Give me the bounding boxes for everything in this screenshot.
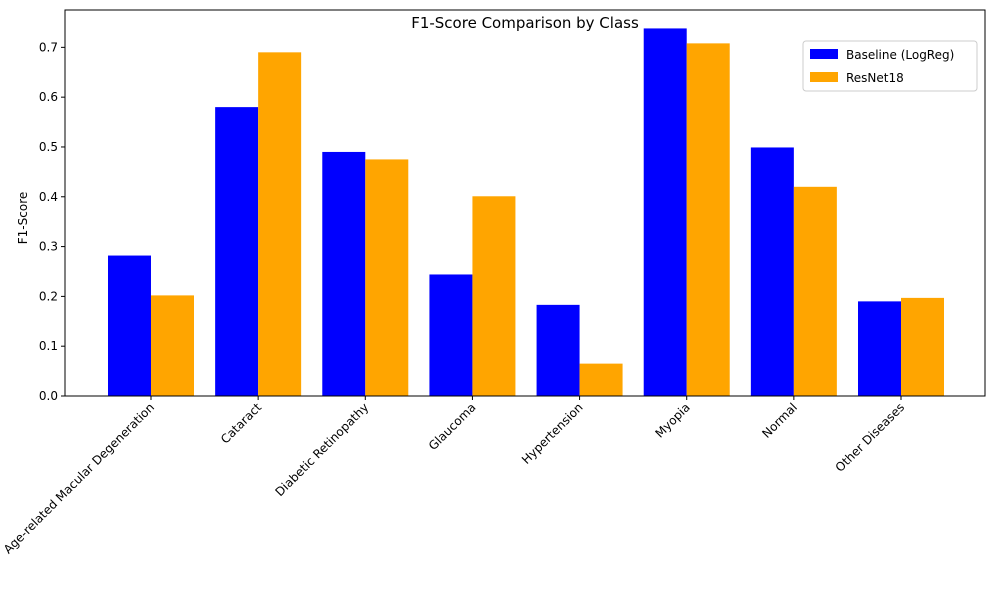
bar-resnet18 <box>579 363 623 396</box>
bar-resnet18 <box>472 196 516 396</box>
y-tick-label: 0.5 <box>39 140 58 154</box>
chart-title: F1-Score Comparison by Class <box>411 14 639 32</box>
bar-baseline <box>643 28 687 397</box>
bar-resnet18 <box>365 159 409 396</box>
plot-frame <box>64 9 986 397</box>
y-tick-label: 0.1 <box>39 339 58 353</box>
y-axis-label: F1-Score <box>16 192 30 244</box>
legend: Baseline (LogReg) ResNet18 <box>802 40 978 92</box>
bar-baseline <box>536 304 580 396</box>
bar-resnet18 <box>151 295 194 396</box>
legend-swatch-resnet18 <box>810 72 838 82</box>
y-tick-label: 0.0 <box>39 389 58 403</box>
bar-baseline <box>108 255 151 396</box>
bar-baseline <box>215 107 259 396</box>
y-tick-label: 0.7 <box>39 40 58 54</box>
legend-box <box>802 40 978 92</box>
bar-baseline <box>750 147 794 396</box>
bar-baseline <box>858 301 901 396</box>
legend-label-resnet18: ResNet18 <box>846 71 904 85</box>
legend-label-baseline: Baseline (LogReg) <box>846 48 954 62</box>
y-tick-label: 0.6 <box>39 90 58 104</box>
bar-resnet18 <box>258 52 302 397</box>
bars <box>108 28 944 397</box>
legend-swatch-baseline <box>810 49 838 59</box>
bar-resnet18 <box>793 186 837 396</box>
bar-resnet18 <box>686 43 730 396</box>
bar-baseline <box>429 274 473 396</box>
y-tick-label: 0.4 <box>39 190 58 204</box>
y-tick-label: 0.2 <box>39 289 58 303</box>
bar-baseline <box>322 151 366 396</box>
y-tick-label: 0.3 <box>39 240 58 254</box>
y-axis-ticks: 0.0 0.1 0.2 0.3 0.4 0.5 0.6 0.7 <box>39 40 65 403</box>
bar-resnet18 <box>901 297 944 396</box>
